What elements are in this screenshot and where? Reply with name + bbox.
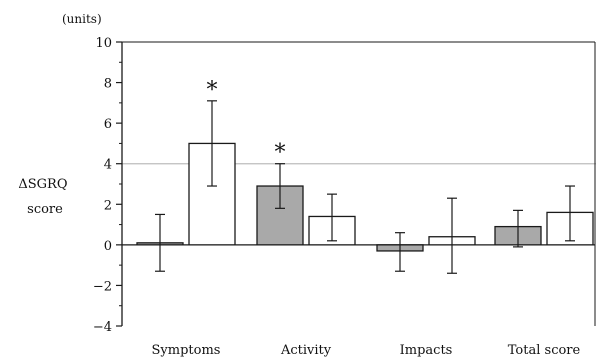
y-tick-label: 8 [104, 77, 112, 92]
bar-shaded-1 [256, 185, 304, 246]
y-tick-label: 0 [104, 239, 112, 254]
y-tick-label: −4 [93, 320, 112, 335]
y-tick-label: 4 [104, 158, 112, 173]
y-tick-label: −2 [93, 279, 112, 294]
y-tick-label: 6 [104, 117, 112, 132]
x-category-label: Symptoms [152, 343, 221, 358]
y-axis-label: ΔSGRQ score [18, 177, 71, 217]
plot-area: 10 8 6 4 2 0 −2 −4 * * Symptoms Activity Impacts Tota… [93, 36, 596, 358]
y-axis-label-line1: ΔSGRQ [18, 177, 67, 192]
y-tick-label: 2 [104, 198, 112, 213]
y-tick-label: 10 [95, 36, 112, 51]
unit-label: (units) [62, 12, 102, 26]
x-category-label: Total score [508, 343, 581, 358]
significance-marker: * [275, 141, 286, 166]
x-category-label: Impacts [400, 343, 453, 358]
significance-marker: * [207, 78, 218, 103]
x-category-label: Activity [280, 343, 332, 358]
y-axis-label-line2: score [27, 202, 63, 217]
